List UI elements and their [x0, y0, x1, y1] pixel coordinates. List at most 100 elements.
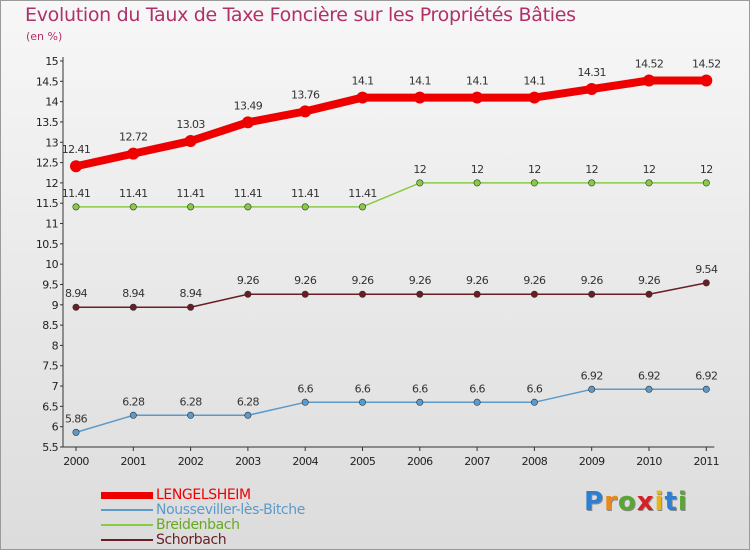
logo-letter: r — [604, 487, 618, 517]
data-label: 6.28 — [122, 395, 145, 408]
x-tick-label: 2005 — [350, 455, 376, 468]
y-tick-label: 14 — [45, 96, 58, 109]
data-label: 11.41 — [62, 187, 91, 200]
data-label: 14.1 — [466, 75, 488, 88]
legend-label: Schorbach — [156, 532, 227, 548]
series-nousseviller-l-s-bitche — [72, 385, 710, 436]
data-label: 11.41 — [119, 187, 148, 200]
data-point — [301, 290, 309, 298]
x-tick-label: 2010 — [636, 455, 662, 468]
data-label: 11.41 — [176, 187, 205, 200]
legend-label: Breidenbach — [156, 517, 240, 533]
data-point — [184, 135, 197, 148]
data-point — [530, 290, 538, 298]
y-tick-label: 7 — [52, 380, 59, 393]
data-label: 6.6 — [412, 382, 428, 395]
data-label: 8.94 — [180, 287, 203, 300]
data-point — [528, 91, 541, 104]
data-label: 9.54 — [695, 263, 718, 276]
data-point — [588, 179, 596, 187]
series-line — [75, 282, 708, 308]
logo-letter: P — [584, 487, 605, 517]
data-point — [358, 398, 366, 406]
data-label: 12.41 — [62, 143, 91, 156]
data-label: 14.31 — [577, 66, 606, 79]
data-point — [72, 203, 80, 211]
data-point — [70, 160, 82, 173]
series-line — [75, 182, 708, 208]
x-tick-label: 2007 — [464, 455, 490, 468]
data-label: 8.94 — [65, 287, 88, 300]
data-point — [473, 179, 481, 187]
data-point — [244, 290, 252, 298]
data-label: 9.26 — [523, 274, 546, 287]
data-label: 14.1 — [351, 75, 373, 88]
data-labels: 12.41 12.72 13.03 13.49 13.76 14.1 14.1 14.1 14.… — [62, 58, 721, 426]
data-label: 14.52 — [635, 58, 664, 71]
x-tick-label: 2000 — [63, 455, 89, 468]
data-point — [702, 385, 710, 393]
y-tick-label: 12 — [45, 177, 58, 190]
data-point — [129, 203, 137, 211]
y-tick-label: 12.5 — [36, 157, 59, 170]
data-point — [416, 179, 424, 187]
y-tick-label: 11 — [45, 218, 58, 231]
data-point — [643, 74, 655, 87]
legend-label: LENGELSHEIM — [156, 487, 251, 503]
data-point — [702, 279, 710, 287]
data-point — [700, 74, 713, 87]
data-point — [241, 116, 254, 129]
y-tick-label: 8.5 — [42, 319, 58, 332]
y-tick-label: 10.5 — [36, 238, 59, 251]
data-point — [358, 203, 366, 211]
data-label: 12 — [528, 163, 541, 176]
y-tick-label: 6 — [52, 421, 59, 434]
x-tick-label: 2003 — [235, 455, 261, 468]
y-tick-label: 5.5 — [42, 441, 58, 454]
data-point — [72, 428, 80, 436]
series-layer — [70, 74, 713, 436]
data-point — [473, 290, 481, 298]
data-label: 6.6 — [355, 382, 371, 395]
data-point — [702, 179, 710, 187]
y-tick-label: 7.5 — [42, 360, 58, 373]
legend-swatch — [101, 539, 153, 541]
data-point — [645, 290, 653, 298]
data-point — [244, 411, 252, 419]
data-label: 12 — [471, 163, 484, 176]
data-label: 9.26 — [466, 274, 489, 287]
data-label: 12 — [585, 163, 598, 176]
series-breidenbach — [72, 179, 710, 211]
legend-swatch — [101, 524, 153, 526]
chart-title: Evolution du Taux de Taxe Foncière sur l… — [25, 4, 576, 26]
data-label: 14.1 — [409, 75, 431, 88]
x-tick-label: 2011 — [693, 455, 719, 468]
data-point — [72, 303, 80, 311]
data-point — [127, 147, 140, 160]
data-label: 9.26 — [409, 274, 432, 287]
series-schorbach — [72, 279, 710, 311]
y-tick-label: 9.5 — [42, 278, 58, 291]
data-label: 11.41 — [291, 187, 320, 200]
logo-letter: i — [654, 487, 665, 517]
legend-swatch — [101, 509, 153, 511]
logo-letter: x — [636, 487, 655, 517]
data-point — [645, 385, 653, 393]
data-point — [129, 303, 137, 311]
series-lengelsheim — [70, 74, 713, 173]
data-point — [416, 290, 424, 298]
data-point — [473, 398, 481, 406]
data-label: 11.41 — [348, 187, 377, 200]
data-label: 12 — [413, 163, 426, 176]
data-label: 6.6 — [527, 382, 543, 395]
data-label: 6.28 — [180, 395, 203, 408]
data-label: 8.94 — [122, 287, 145, 300]
x-tick-label: 2006 — [407, 455, 433, 468]
data-label: 6.92 — [638, 369, 660, 382]
data-label: 12 — [643, 163, 656, 176]
logo-letter: i — [677, 487, 688, 517]
y-tick-label: 14.5 — [36, 75, 59, 88]
data-label: 6.6 — [297, 382, 313, 395]
